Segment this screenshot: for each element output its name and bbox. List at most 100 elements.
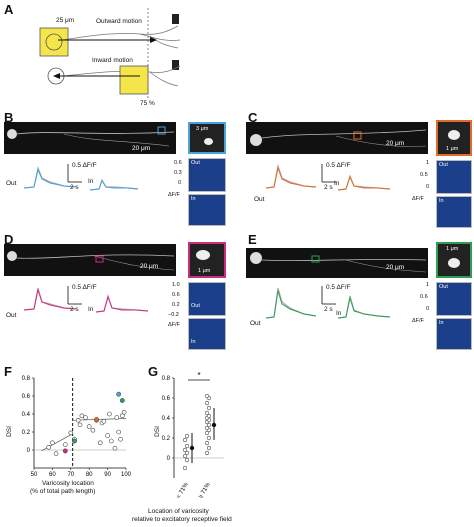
camera-icon-top (172, 14, 179, 24)
camera-icon-bottom (172, 60, 179, 70)
zoom-b: 3 μm (188, 122, 226, 154)
data-point (86, 424, 92, 429)
data-point (112, 445, 118, 451)
category-label: ≥ 71% (198, 481, 212, 498)
y-tick-label: 0.6 (22, 394, 31, 400)
group-point (206, 435, 212, 441)
df-scale-d: 0.5 ΔF/F (72, 284, 97, 291)
x-tick-label: 70 (67, 472, 74, 478)
group-point (206, 422, 212, 428)
heatmap-out-label-d: Out (191, 303, 200, 309)
time-scale-d: 2 s (70, 306, 79, 313)
group-point (184, 457, 190, 463)
y-tick-label: 0.4 (22, 412, 31, 418)
data-point (116, 429, 121, 435)
in-label-d: In (88, 306, 94, 313)
group-point (182, 465, 188, 471)
schematic-size-label: 25 μm (56, 17, 75, 24)
group-point (184, 443, 190, 449)
group-point (204, 425, 210, 431)
panel-letter-a: A (4, 2, 14, 17)
data-point (108, 438, 114, 444)
df-scale-b: 0.5 ΔF/F (72, 162, 97, 169)
scale-bar-b: 20 μm (132, 145, 151, 152)
group-point (184, 433, 190, 439)
out-label-e: Out (250, 320, 261, 327)
inward-motion-label: Inward motion (92, 57, 133, 64)
in-label-e: In (336, 310, 342, 317)
data-point (46, 445, 52, 450)
x-tick-label: 100 (121, 472, 132, 478)
traces-b (23, 164, 139, 191)
receptive-field-square-bottom (119, 65, 149, 95)
colorbar-d-3: −0.2 (168, 312, 179, 318)
data-point (79, 413, 85, 419)
colorbar-b-0: 0.6 (174, 160, 182, 166)
group-point (204, 400, 210, 406)
data-point (101, 418, 107, 424)
df-label-d: ΔF/F (168, 322, 180, 328)
group-point (206, 413, 212, 419)
data-point (75, 417, 81, 423)
data-point (90, 427, 96, 433)
y-tick-label: 0.8 (162, 376, 171, 382)
y-tick-label: 0 (167, 456, 171, 462)
heatmap-in-e: In (436, 318, 472, 350)
zoom-e: 1 μm (436, 242, 472, 278)
highlight-point (62, 448, 68, 454)
micrograph-e (246, 248, 428, 278)
group-point (182, 447, 188, 453)
df-label-c: ΔF/F (412, 196, 424, 202)
out-label-d: Out (6, 312, 17, 319)
heatmap-in-d: In (188, 318, 226, 350)
time-scale-b: 2 s (70, 184, 79, 191)
heatmap-out-label-c: Out (439, 162, 448, 168)
y-tick-label: 0.2 (162, 436, 171, 442)
df-label-e: ΔF/F (412, 318, 424, 324)
df-scale-c: 0.5 ΔF/F (326, 162, 351, 169)
scale-bar-c: 20 μm (386, 140, 405, 147)
zoom-scale-e: 1 μm (446, 246, 459, 252)
highlight-point (94, 417, 99, 422)
traces-e (265, 286, 391, 319)
colorbar-e-2: 0 (426, 306, 430, 312)
y-tick-label: 0 (27, 448, 31, 454)
heatmap-in-label-e: In (439, 320, 444, 326)
heatmap-out-label-e: Out (439, 284, 448, 290)
chart-f-xlabel2: (% of total path length) (30, 488, 96, 495)
scale-bar-d: 20 μm (140, 263, 159, 270)
category-label: < 71% (176, 481, 190, 498)
out-label-c: Out (254, 196, 265, 203)
y-tick-label: 0.2 (22, 430, 31, 436)
data-point (77, 422, 83, 428)
colorbar-d-2: 0.2 (172, 302, 180, 308)
panel-letter-g: G (148, 364, 159, 379)
time-scale-c: 2 s (324, 184, 333, 191)
group-point (206, 445, 212, 451)
panel-letter-b: B (4, 110, 14, 125)
colorbar-b-1: 0.3 (174, 170, 182, 176)
chart-f-xlabel: Varicosity location (42, 480, 94, 487)
receptive-field-square-top (39, 27, 69, 57)
group-point (204, 430, 210, 436)
colorbar-c-2: 0 (426, 184, 430, 190)
zoom-scale-c: 1 μm (446, 146, 459, 152)
data-point (114, 415, 120, 420)
data-point (97, 440, 103, 446)
chart-f-ylabel: DSI (5, 426, 13, 437)
heatmap-in-label-d: In (191, 339, 196, 345)
data-point (120, 413, 125, 419)
group-point (182, 437, 188, 443)
colorbar-c-1: 0.5 (420, 172, 428, 178)
group-mean (211, 422, 217, 428)
significance-star: * (197, 371, 200, 380)
time-scale-e: 2 s (324, 306, 333, 313)
group-point (204, 410, 210, 416)
y-tick-label: 0.4 (162, 416, 171, 422)
colorbar-b-2: 0 (178, 180, 182, 186)
colorbar-c-0: 1 (426, 160, 430, 166)
y-tick-label: 0.6 (162, 396, 171, 402)
data-point (50, 440, 55, 446)
traces-c (265, 163, 391, 191)
heatmap-out-d: Out (188, 282, 226, 316)
